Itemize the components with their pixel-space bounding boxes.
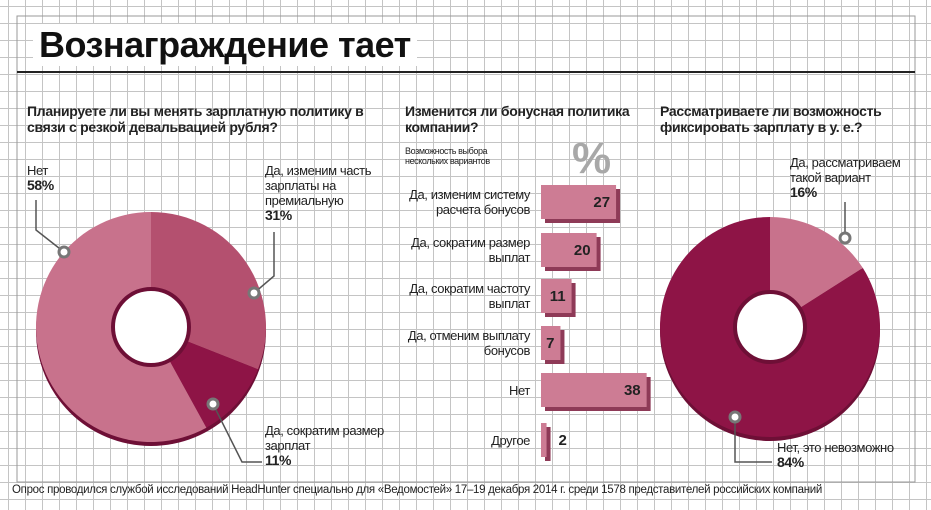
value-label: 11 bbox=[550, 288, 566, 305]
bar-subtitle: Возможность выбора нескольких вариантов bbox=[405, 146, 490, 166]
category-label: Нет, это невозможно bbox=[777, 440, 894, 455]
value-label: 11% bbox=[265, 452, 292, 468]
bar bbox=[541, 373, 647, 407]
donut-slice bbox=[169, 340, 258, 428]
footnote: Опрос проводился службой исследований He… bbox=[12, 484, 823, 496]
leader-marker bbox=[728, 410, 742, 424]
category-label: Да, сократим размер выплат bbox=[411, 235, 530, 265]
value-label: 38 bbox=[624, 382, 641, 399]
leader-marker bbox=[247, 286, 261, 300]
bar bbox=[541, 233, 597, 267]
bar bbox=[541, 279, 572, 313]
value-label: 7 bbox=[546, 335, 554, 352]
donut-slice bbox=[659, 217, 880, 437]
value-label: 16% bbox=[790, 184, 817, 200]
question-title: Планируете ли вы менять зарплатную полит… bbox=[27, 103, 364, 135]
slice-label: Нет, это невозможно 84% bbox=[777, 440, 912, 470]
category-label: Нет bbox=[27, 163, 48, 178]
value-label: 27 bbox=[593, 194, 610, 211]
bar bbox=[541, 326, 561, 360]
leader-marker bbox=[206, 397, 220, 411]
donut-slice bbox=[35, 212, 207, 442]
slice-label: Да, сократим размер зарплат 11% bbox=[265, 423, 400, 468]
category-label: Да, рассматриваем такой вариант bbox=[790, 155, 901, 185]
slice-label: Да, изменим часть зарплаты на премиальну… bbox=[265, 163, 385, 223]
page-title: Вознаграждение тает bbox=[33, 24, 417, 66]
donut-slice bbox=[770, 217, 863, 309]
unit-label: % bbox=[572, 134, 611, 183]
bar bbox=[541, 423, 547, 457]
leader-line bbox=[253, 232, 275, 294]
leader-line bbox=[212, 403, 262, 463]
bar bbox=[541, 185, 617, 219]
category-label: Другое bbox=[491, 432, 530, 448]
bar-shadow bbox=[545, 427, 551, 461]
value-label: 58% bbox=[27, 177, 54, 193]
frame bbox=[16, 15, 916, 483]
donut-hole bbox=[733, 290, 807, 364]
question-title: Рассматриваете ли возможность фиксироват… bbox=[660, 103, 882, 135]
category-label: Нет bbox=[509, 382, 530, 398]
question-title: Изменится ли бонусная политика компании? bbox=[405, 103, 630, 135]
donut-hole bbox=[111, 287, 191, 367]
category-label: Да, изменим часть зарплаты на премиальну… bbox=[265, 163, 372, 208]
donut-slice bbox=[151, 212, 266, 370]
category-label: Да, изменим систему расчета бонусов bbox=[409, 187, 530, 217]
value-label: 31% bbox=[265, 207, 292, 223]
slice-label: Да, рассматриваем такой вариант 16% bbox=[790, 155, 915, 200]
category-label: Да, отменим выплату бонусов bbox=[407, 328, 531, 358]
category-label: Да, сократим частоту выплат bbox=[409, 281, 530, 311]
leader-marker bbox=[838, 231, 852, 245]
value-label: 84% bbox=[777, 454, 804, 470]
leader-line bbox=[35, 200, 65, 253]
category-label: Да, сократим размер зарплат bbox=[265, 423, 384, 453]
value-label: 2 bbox=[559, 432, 567, 449]
slice-label: Нет 58% bbox=[27, 163, 87, 193]
value-label: 20 bbox=[574, 242, 591, 259]
leader-line bbox=[734, 417, 772, 463]
leader-marker bbox=[57, 245, 71, 259]
